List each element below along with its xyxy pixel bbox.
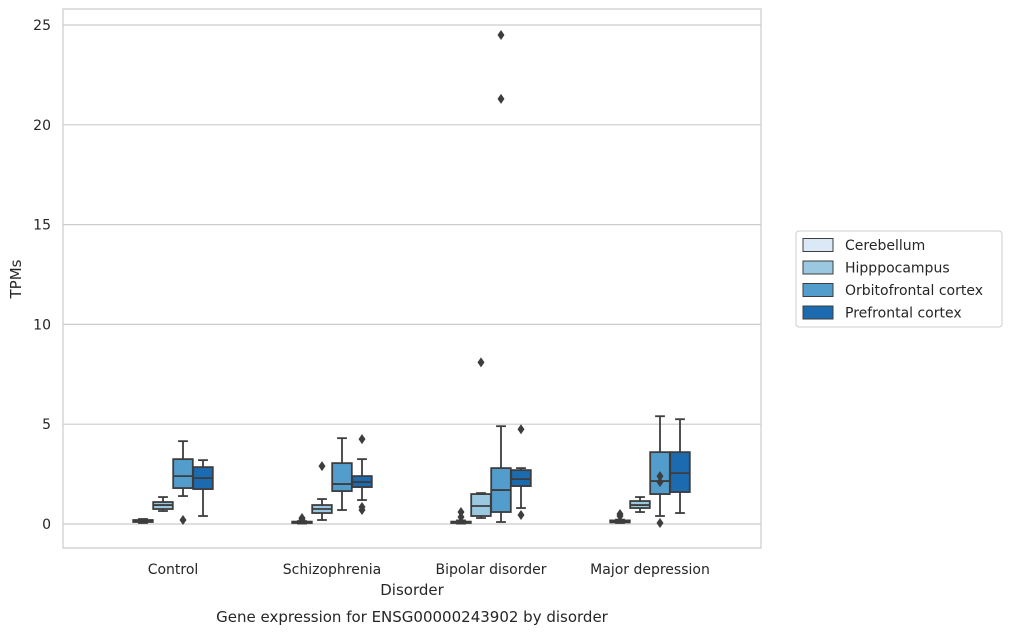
box-group bbox=[152, 496, 174, 512]
legend: Cerebellum Hipppocampus Orbitofrontal cort… bbox=[795, 230, 1003, 328]
legend-items: Cerebellum Hipppocampus Orbitofrontal cort… bbox=[802, 238, 983, 322]
box-group bbox=[192, 459, 214, 517]
grid-lines bbox=[63, 24, 761, 525]
x-axis-label: Disorder bbox=[380, 581, 444, 599]
outlier-point bbox=[656, 477, 664, 488]
outlier-point bbox=[497, 29, 505, 40]
box-group bbox=[629, 496, 651, 513]
box-group bbox=[490, 29, 512, 523]
legend-frame bbox=[795, 230, 1003, 328]
outlier-point bbox=[656, 518, 664, 529]
x-tick-label: Schizophrenia bbox=[283, 562, 381, 578]
box-group bbox=[470, 357, 492, 519]
legend-swatch bbox=[802, 260, 834, 275]
box bbox=[331, 462, 353, 492]
box-group bbox=[331, 437, 353, 511]
box-group bbox=[510, 424, 532, 521]
outlier-point bbox=[358, 434, 366, 445]
y-tick-label: 10 bbox=[33, 317, 51, 333]
outlier-point bbox=[656, 471, 664, 482]
legend-label: Hipppocampus bbox=[845, 261, 950, 277]
outlier-point bbox=[477, 357, 485, 368]
outlier-point bbox=[517, 510, 525, 521]
legend-swatch bbox=[802, 283, 834, 297]
legend-swatch bbox=[802, 305, 834, 320]
legend-swatch bbox=[802, 238, 834, 252]
outlier-point bbox=[298, 513, 306, 524]
box bbox=[470, 493, 492, 517]
box-group bbox=[669, 418, 691, 514]
y-tick-label: 5 bbox=[42, 417, 51, 433]
x-tick-label: Bipolar disorder bbox=[435, 562, 546, 578]
x-tick-labels: Control Schizophrenia Bipolar disorder Majo… bbox=[148, 562, 710, 578]
y-tick-label: 0 bbox=[42, 517, 51, 533]
outlier-point bbox=[358, 502, 366, 513]
box-group bbox=[450, 507, 472, 525]
box bbox=[669, 451, 691, 493]
box-group bbox=[351, 434, 373, 516]
box-group bbox=[132, 518, 154, 524]
outlier-point bbox=[616, 509, 624, 520]
y-tick-label: 20 bbox=[33, 118, 51, 134]
outlier-point bbox=[457, 507, 465, 518]
outlier-point bbox=[497, 93, 505, 104]
box-group bbox=[649, 415, 671, 529]
x-tick-label: Control bbox=[148, 562, 199, 578]
box-group bbox=[291, 513, 313, 525]
chart-title: Gene expression for ENSG00000243902 by d… bbox=[216, 608, 609, 626]
box-groups bbox=[132, 29, 691, 529]
x-tick-label: Major depression bbox=[590, 562, 710, 578]
y-tick-label: 25 bbox=[33, 18, 51, 34]
outlier-point bbox=[179, 515, 187, 526]
box bbox=[510, 469, 532, 487]
box-group bbox=[311, 461, 333, 521]
outlier-point bbox=[318, 461, 326, 472]
box-group bbox=[172, 440, 194, 526]
box-group bbox=[609, 509, 631, 524]
outlier-point bbox=[517, 424, 525, 435]
y-axis-label: TPMs bbox=[7, 259, 25, 299]
plot-frame bbox=[62, 8, 762, 549]
legend-label: Cerebellum bbox=[845, 238, 925, 254]
legend-label: Orbitofrontal cortex bbox=[845, 283, 983, 299]
box bbox=[172, 458, 194, 489]
legend-label: Prefrontal cortex bbox=[845, 306, 962, 322]
y-tick-label: 15 bbox=[33, 218, 51, 234]
y-tick-labels: 0 5 10 15 20 25 bbox=[33, 18, 51, 533]
